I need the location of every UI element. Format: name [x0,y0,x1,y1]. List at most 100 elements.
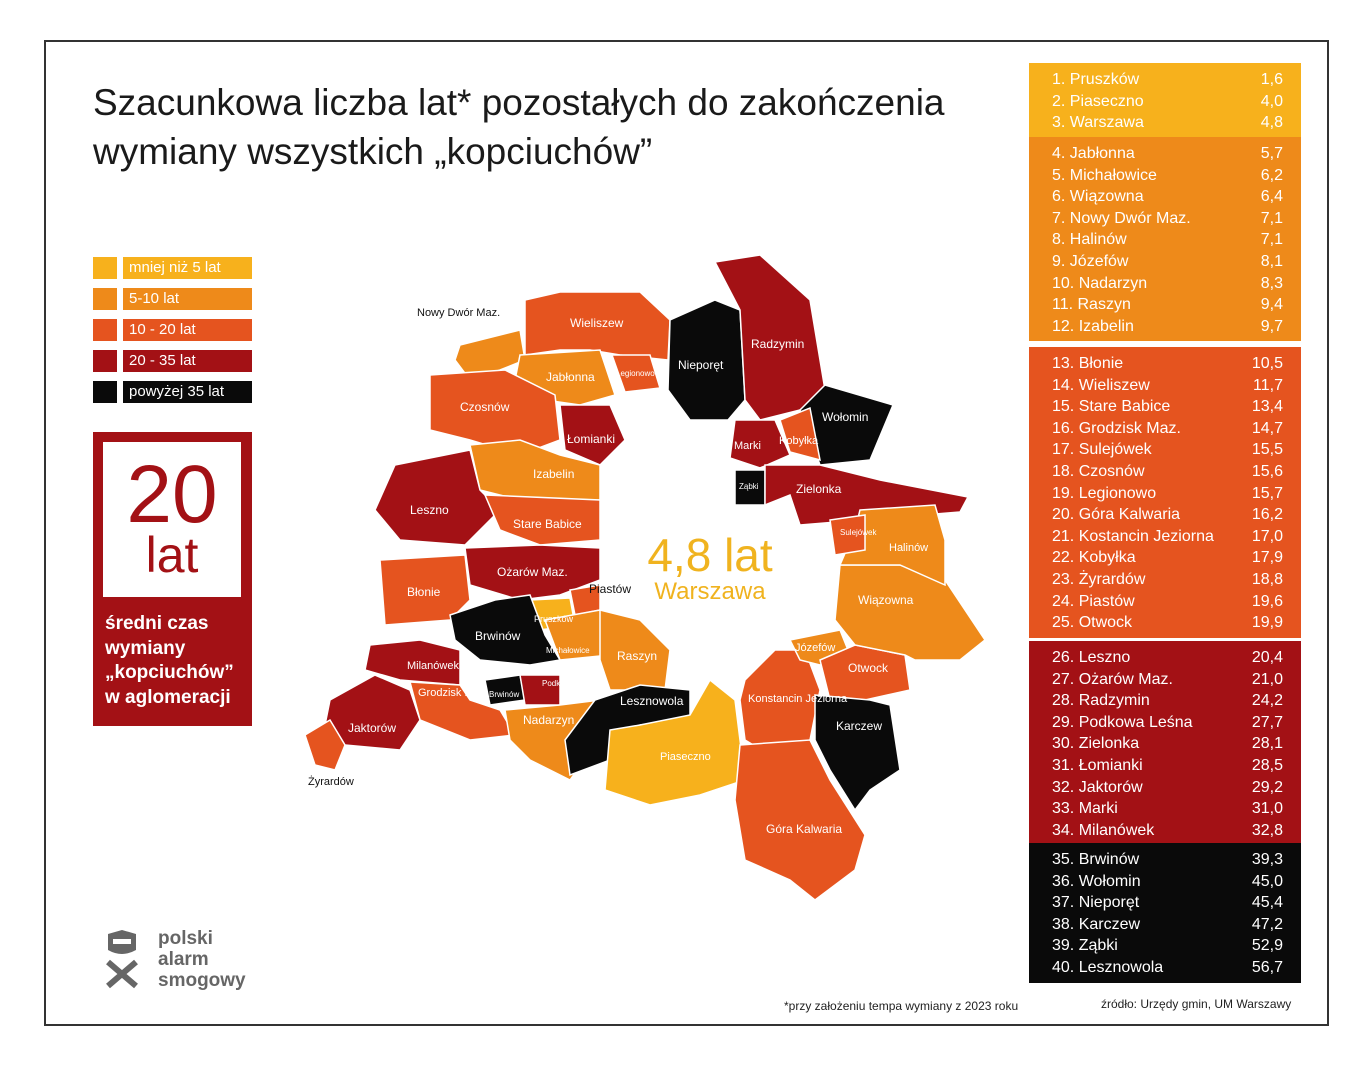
years-value: 52,9 [1251,937,1283,955]
legend-swatch [93,381,117,403]
ranking-row: 14. Wieliszew 11,7 [1052,375,1283,397]
municipality-name: 19. Legionowo [1052,484,1157,502]
ranking-row: 26. Leszno 20,4 [1052,647,1283,669]
years-value: 4,8 [1260,114,1283,132]
municipality-label: Radzymin [751,337,804,351]
years-value: 1,6 [1260,71,1283,88]
municipality-name: 10. Nadarzyn [1052,274,1148,292]
years-value: 32,8 [1251,821,1283,839]
municipality-area [374,449,502,546]
ranking-row: 6. Wiązowna 6,4 [1052,186,1283,208]
years-value: 24,2 [1251,692,1283,710]
municipality-label: Łomianki [567,432,615,446]
municipality-area [667,299,746,421]
years-value: 21,0 [1251,670,1283,688]
average-caption: średni czas wymiany „kopciuchów” w aglom… [105,612,234,710]
years-value: 6,2 [1260,166,1283,184]
municipality-name: 5. Michałowice [1052,166,1157,184]
municipality-label: Milanówek [407,660,459,672]
years-value: 47,2 [1251,915,1283,933]
municipality-label: Grodzisk Maz. [418,687,488,699]
years-value: 45,0 [1251,872,1283,890]
years-value: 19,6 [1251,592,1283,610]
caption-line: „kopciuchów” [105,662,234,683]
municipality-area [814,694,901,812]
municipality-name: 7. Nowy Dwór Maz. [1052,209,1191,227]
municipality-name: 40. Lesznowola [1052,958,1164,976]
municipality-label: Ząbki [739,482,759,491]
years-value: 17,0 [1251,527,1283,545]
years-value: 19,9 [1251,614,1283,632]
average-box: 20 lat średni czas wymiany „kopciuchów” … [93,432,252,726]
ranking-row: 11. Raszyn 9,4 [1052,294,1283,316]
legend-label: 20 - 35 lat [123,350,252,372]
municipality-name: 17. Sulejówek [1052,441,1152,459]
municipality-name: 16. Grodzisk Maz. [1052,419,1181,437]
municipality-label: Stare Babice [513,517,582,531]
years-value: 5,7 [1260,145,1283,162]
ranking-row: 7. Nowy Dwór Maz. 7,1 [1052,208,1283,230]
municipality-name: 9. Józefów [1052,252,1129,270]
municipality-name: 3. Warszawa [1052,114,1144,132]
municipality-name: 1. Pruszków [1052,71,1140,88]
legend-swatch [93,350,117,372]
municipality-area [779,406,821,462]
municipality-label: Legionowo [616,369,655,378]
ranking-group: 26. Leszno 20,4 27. Ożarów Maz. 21,0 28. Rad… [1029,641,1301,846]
ranking-row: 1. Pruszków 1,6 [1052,69,1283,91]
municipality-name: 6. Wiązowna [1052,188,1144,206]
municipality-name: 26. Leszno [1052,649,1131,666]
ranking-row: 8. Halinów 7,1 [1052,229,1283,251]
years-value: 17,9 [1251,549,1283,567]
municipality-name: 30. Zielonka [1052,735,1140,753]
years-value: 45,4 [1251,894,1283,912]
ranking-row: 10. Nadarzyn 8,3 [1052,273,1283,295]
ranking-row: 32. Jaktorów 29,2 [1052,777,1283,799]
municipality-name: 32. Jaktorów [1052,778,1143,796]
municipality-label: Nowy Dwór Maz. [417,307,500,319]
municipality-name: 23. Żyrardów [1052,570,1146,588]
municipality-name: 34. Milanówek [1052,821,1155,839]
municipality-label: Piaseczno [660,751,711,763]
municipality-label: Michałowice [546,646,590,655]
ranking-row: 35. Brwinów 39,3 [1052,849,1283,871]
ranking-row: 18. Czosnów 15,6 [1052,461,1283,483]
municipality-name: 37. Nieporęt [1052,894,1140,912]
municipality-area [559,404,626,466]
years-value: 6,4 [1260,188,1283,206]
ranking-row: 21. Kostancin Jeziorna 17,0 [1052,526,1283,548]
municipality-label: Jaktorów [348,721,396,735]
municipality-label: Nadarzyn [523,713,574,727]
municipality-area [604,678,746,806]
municipality-name: 4. Jabłonna [1052,145,1135,162]
ranking-group: 35. Brwinów 39,3 36. Wołomin 45,0 37. Niepor… [1029,843,1301,983]
ranking-row: 27. Ożarów Maz. 21,0 [1052,669,1283,691]
ranking-row: 31. Łomianki 28,5 [1052,755,1283,777]
municipality-label: Kobyłka [779,435,819,447]
municipality-name: 27. Ożarów Maz. [1052,670,1173,688]
average-value-box: 20 lat [103,442,241,597]
page-title: Szacunkowa liczba lat* pozostałych do za… [93,82,945,172]
municipality-name: 29. Podkowa Leśna [1052,713,1193,731]
logo-line: alarm [158,949,209,970]
municipality-name: 38. Karczew [1052,915,1141,933]
years-value: 14,7 [1251,419,1283,437]
municipality-name: 2. Piaseczno [1052,92,1144,110]
ranking-group: 13. Błonie 10,5 14. Wieliszew 11,7 15. Stare… [1029,347,1301,638]
municipality-area [304,718,346,771]
legend-label: powyżej 35 lat [123,381,252,403]
warsaw-label: 4,8 lat Warszawa [640,530,780,604]
logo-line: smogowy [158,970,246,991]
municipality-label: Wołomin [822,410,868,424]
municipality-area [469,439,601,506]
ranking-row: 3. Warszawa 4,8 [1052,112,1283,134]
municipality-name: 20. Góra Kalwaria [1052,506,1181,524]
ranking-group: 1. Pruszków 1,6 2. Piaseczno 4,0 3. Warszawa… [1029,63,1301,138]
years-value: 56,7 [1251,958,1283,976]
average-unit: lat [145,527,199,583]
caption-line: wymiany [105,637,186,659]
municipality-name: 24. Piastów [1052,592,1135,610]
years-value: 9,7 [1260,317,1283,335]
